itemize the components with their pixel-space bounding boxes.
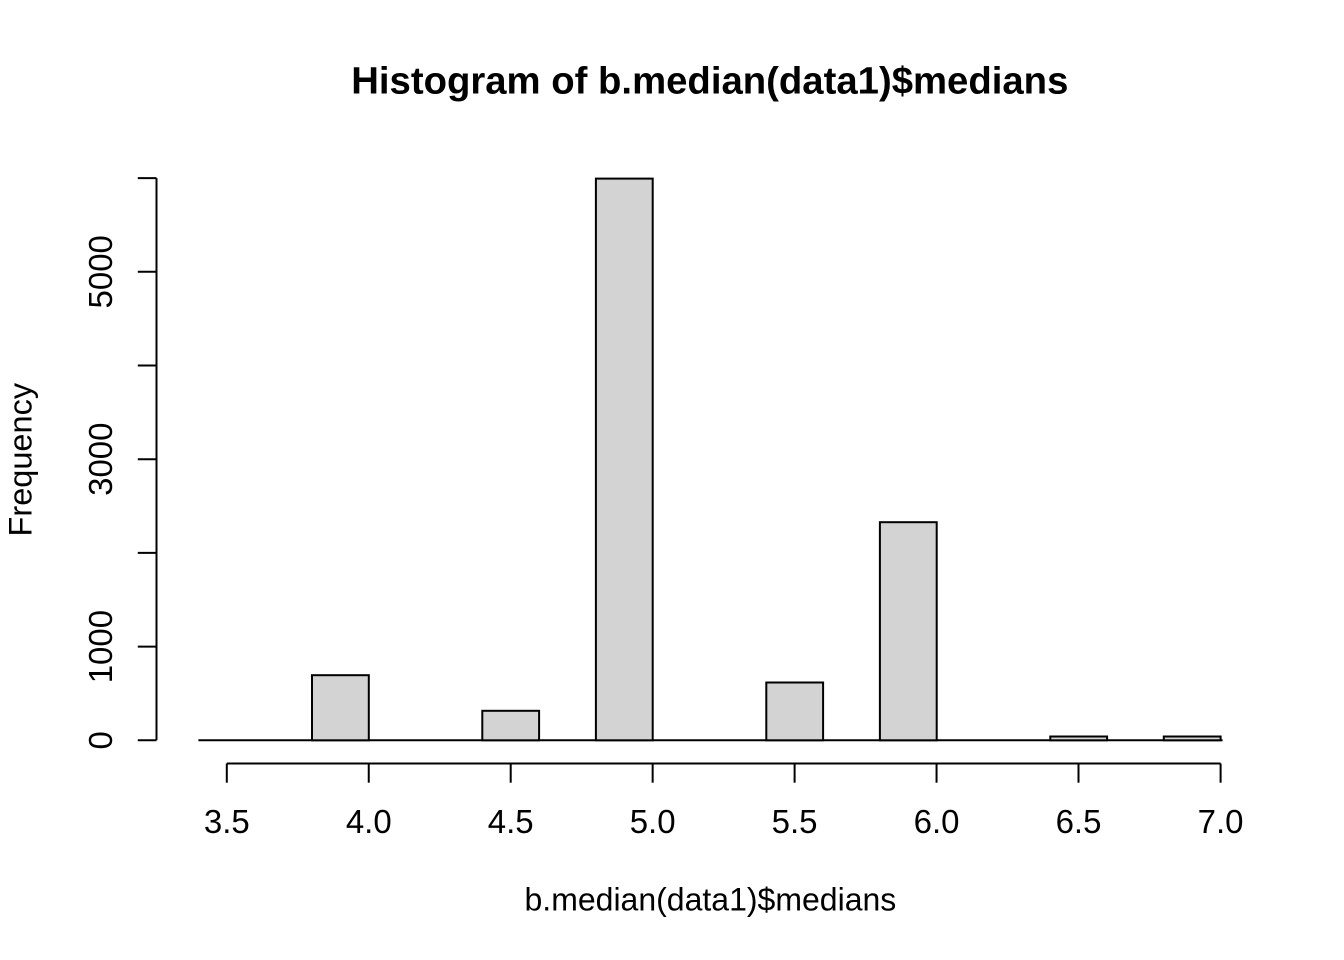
svg-text:Frequency: Frequency	[3, 382, 39, 536]
svg-text:6.0: 6.0	[914, 803, 960, 840]
svg-text:5.5: 5.5	[772, 803, 818, 840]
svg-text:7.0: 7.0	[1198, 803, 1244, 840]
svg-text:3000: 3000	[82, 422, 119, 495]
svg-text:3.5: 3.5	[204, 803, 250, 840]
svg-text:5000: 5000	[82, 235, 119, 308]
svg-text:6.5: 6.5	[1056, 803, 1102, 840]
svg-text:Histogram of b.median(data1)$m: Histogram of b.median(data1)$medians	[351, 59, 1068, 102]
svg-text:4.0: 4.0	[346, 803, 392, 840]
svg-text:5.0: 5.0	[630, 803, 676, 840]
svg-text:1000: 1000	[82, 610, 119, 683]
svg-text:4.5: 4.5	[488, 803, 534, 840]
svg-text:0: 0	[82, 731, 119, 749]
svg-text:b.median(data1)$medians: b.median(data1)$medians	[525, 881, 897, 917]
